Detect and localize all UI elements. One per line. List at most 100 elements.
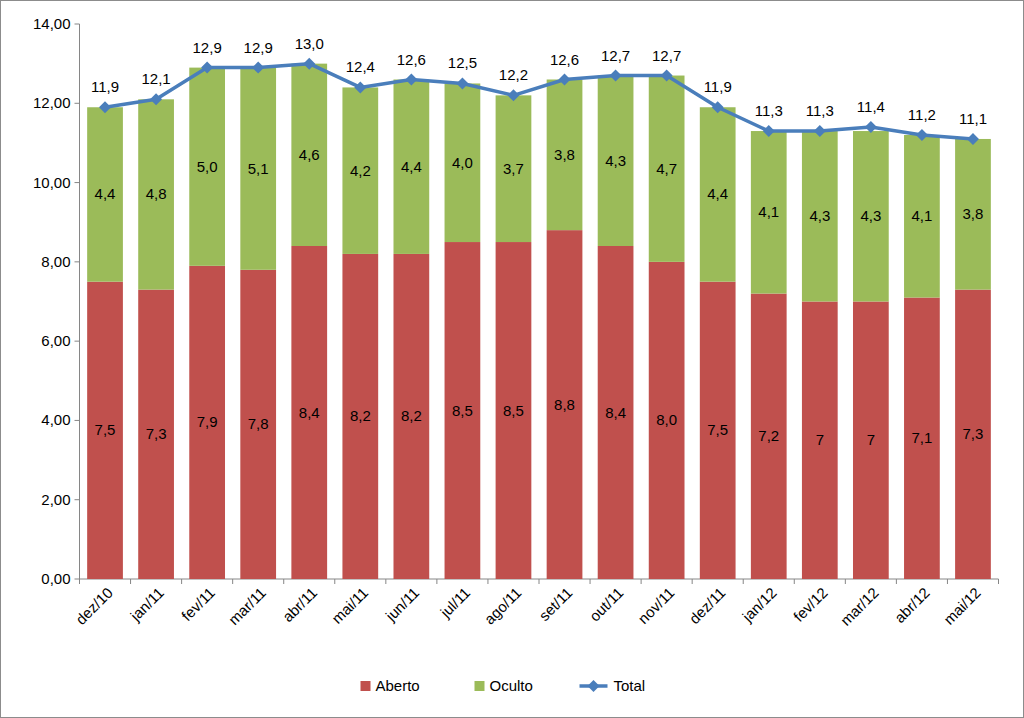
line-marker: [712, 101, 724, 113]
plot-marks: [87, 58, 991, 579]
bar-segment: [138, 99, 174, 289]
bar-segment: [853, 131, 889, 301]
data-label: 11,1: [959, 110, 987, 127]
x-tick-label: mai/12: [940, 584, 984, 628]
x-tick-label: abr/12: [891, 584, 933, 626]
data-label: 11,4: [857, 98, 885, 115]
bar-segment: [904, 298, 940, 579]
data-labels: 7,57,37,97,88,48,28,28,58,58,88,48,07,57…: [91, 35, 987, 449]
x-tick: [487, 579, 488, 584]
y-tick-label: 12,00: [33, 94, 71, 111]
legend-swatch: [361, 681, 371, 691]
data-label: 12,4: [346, 58, 375, 75]
x-tick-label: set/11: [535, 584, 575, 624]
line-marker: [916, 129, 928, 141]
line-marker: [354, 81, 366, 93]
x-tick-label: nov/11: [634, 584, 677, 627]
y-tick: [75, 182, 80, 183]
line-marker: [201, 62, 213, 74]
data-label: 3,8: [963, 205, 984, 222]
y-tick-label: 4,00: [41, 411, 70, 428]
chart: 0,002,004,006,008,0010,0012,0014,00dez/1…: [0, 0, 1024, 718]
x-tick-label: ago/11: [481, 584, 525, 628]
x-tick-label: jan/12: [738, 584, 780, 626]
data-label: 4,3: [809, 207, 830, 224]
data-label: 4,1: [758, 203, 779, 220]
data-label: 4,2: [350, 162, 371, 179]
bar-segment: [87, 282, 123, 579]
data-label: 12,6: [550, 51, 579, 68]
x-tick: [845, 579, 846, 584]
bar-segment: [342, 254, 378, 579]
line-marker: [559, 74, 571, 86]
x-tick-label: mai/11: [328, 584, 371, 627]
y-tick: [75, 341, 80, 342]
bar-segment: [393, 254, 429, 579]
y-tick-label: 10,00: [33, 174, 71, 191]
x-tick-label: abr/11: [279, 584, 320, 625]
line-marker: [814, 125, 826, 137]
line: [105, 64, 973, 139]
data-label: 12,1: [141, 70, 170, 87]
y-tick-label: 14,00: [33, 15, 71, 32]
x-tick-label: fev/11: [178, 584, 218, 624]
bar-segment: [751, 131, 787, 294]
line-marker: [150, 93, 162, 105]
data-label: 7,3: [146, 425, 167, 442]
bar-segment: [547, 80, 583, 231]
bar-segment: [955, 290, 991, 579]
data-label: 8,2: [401, 407, 422, 424]
bar-segment: [240, 270, 276, 579]
y-tick-label: 2,00: [41, 491, 70, 508]
bar-segment: [802, 131, 838, 301]
x-tick: [947, 579, 948, 584]
x-tick: [79, 579, 80, 584]
x-tick: [181, 579, 182, 584]
line-marker: [763, 125, 775, 137]
x-tick: [385, 579, 386, 584]
bar-segment: [445, 242, 481, 579]
bar-segment: [802, 302, 838, 580]
x-tick: [130, 579, 131, 584]
x-tick: [283, 579, 284, 584]
bar-segment: [649, 76, 685, 262]
bar-segment: [240, 68, 276, 270]
bar-segment: [342, 87, 378, 254]
x-tick-label: jul/11: [436, 584, 473, 621]
data-label: 7,9: [197, 413, 218, 430]
legend: AbertoOcultoTotal: [361, 677, 646, 694]
bar-segment: [496, 242, 532, 579]
data-label: 4,4: [95, 185, 116, 202]
x-tick-label: dez/11: [686, 584, 729, 627]
data-label: 7: [867, 431, 875, 448]
legend-swatch: [588, 680, 600, 692]
data-label: 12,2: [499, 66, 528, 83]
bar-segment: [904, 135, 940, 298]
data-label: 5,0: [197, 158, 218, 175]
data-label: 7,2: [758, 427, 779, 444]
data-label: 8,5: [503, 402, 524, 419]
bar-segment: [751, 294, 787, 579]
data-label: 12,7: [601, 47, 630, 64]
data-label: 3,7: [503, 160, 524, 177]
bar-segment: [955, 139, 991, 290]
bar-segment: [598, 76, 634, 246]
x-tick: [743, 579, 744, 584]
y-tick: [75, 420, 80, 421]
data-label: 8,5: [452, 402, 473, 419]
line-marker: [967, 133, 979, 145]
bar-segment: [445, 83, 481, 242]
data-label: 4,1: [911, 207, 932, 224]
data-label: 7,5: [95, 421, 116, 438]
y-tick-label: 6,00: [41, 332, 70, 349]
data-label: 12,7: [652, 47, 681, 64]
bar-segment: [87, 107, 123, 281]
bar-segment: [598, 246, 634, 579]
chart-frame: [1, 1, 1024, 718]
data-label: 4,3: [605, 152, 626, 169]
line-marker: [99, 101, 111, 113]
y-tick: [75, 499, 80, 500]
data-label: 12,9: [244, 39, 273, 56]
bar-segment: [393, 80, 429, 254]
data-label: 13,0: [295, 35, 324, 52]
